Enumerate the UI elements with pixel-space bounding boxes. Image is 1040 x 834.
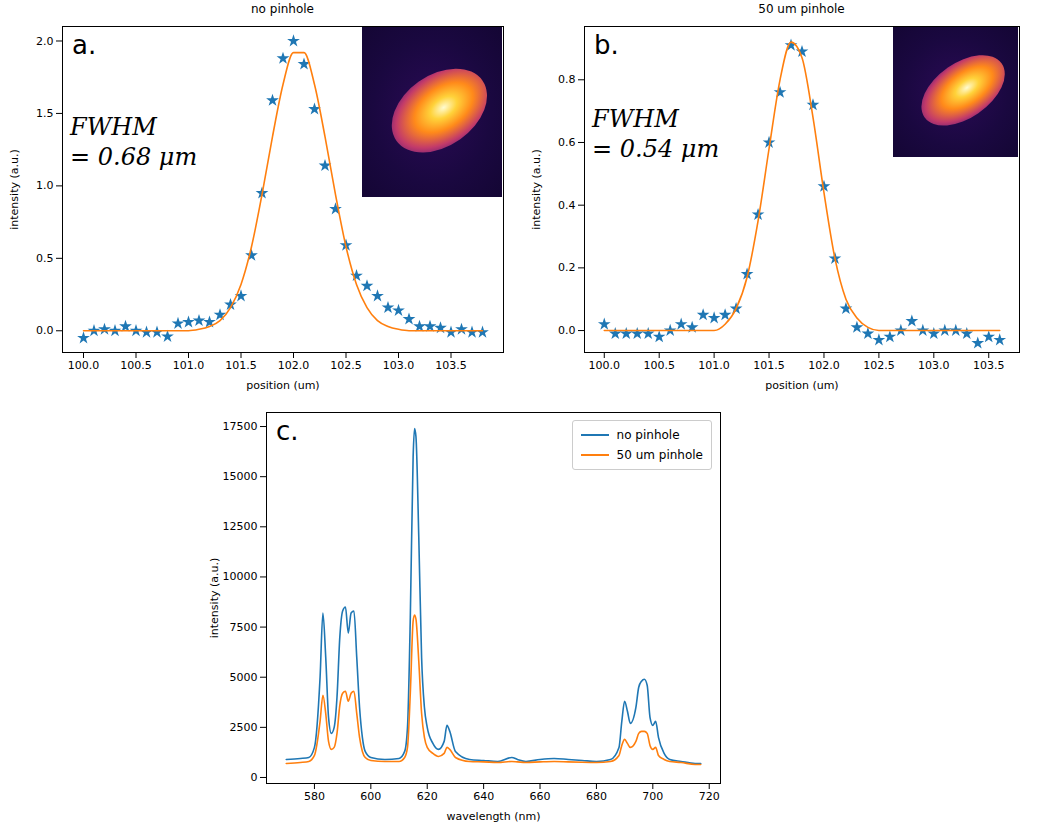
html-text:FWHM: FWHM bbox=[592, 105, 679, 133]
svg-text:700: 700 bbox=[642, 790, 663, 803]
svg-text:103.0: 103.0 bbox=[918, 359, 950, 372]
svg-text:1.0: 1.0 bbox=[36, 179, 54, 192]
html-text:no pinhole: no pinhole bbox=[251, 2, 314, 16]
html-text:50 um pinhole: 50 um pinhole bbox=[616, 448, 703, 462]
svg-text:102.5: 102.5 bbox=[330, 359, 362, 372]
svg-text:intensity (a.u.): intensity (a.u.) bbox=[208, 558, 221, 638]
html-text:= 0.54 μm: = 0.54 μm bbox=[592, 135, 720, 163]
svg-text:102.0: 102.0 bbox=[808, 359, 840, 372]
svg-text:580: 580 bbox=[304, 790, 325, 803]
svg-text:17500: 17500 bbox=[223, 420, 258, 433]
svg-text:intensity (a.u.): intensity (a.u.) bbox=[8, 149, 21, 229]
svg-text:15000: 15000 bbox=[223, 470, 258, 483]
html-text:FWHM: FWHM bbox=[70, 113, 157, 141]
svg-text:10000: 10000 bbox=[223, 570, 258, 583]
svg-text:0.0: 0.0 bbox=[558, 324, 576, 337]
html-text:no pinhole: no pinhole bbox=[616, 428, 680, 442]
svg-text:0.4: 0.4 bbox=[558, 199, 576, 212]
svg-text:100.0: 100.0 bbox=[589, 359, 621, 372]
svg-text:101.0: 101.0 bbox=[173, 359, 205, 372]
svg-text:101.5: 101.5 bbox=[225, 359, 257, 372]
svg-text:100.5: 100.5 bbox=[643, 359, 675, 372]
svg-text:1.5: 1.5 bbox=[36, 107, 54, 120]
svg-text:2.0: 2.0 bbox=[36, 35, 54, 48]
svg-text:102.0: 102.0 bbox=[278, 359, 310, 372]
svg-text:103.0: 103.0 bbox=[383, 359, 415, 372]
svg-text:680: 680 bbox=[586, 790, 607, 803]
svg-text:0.8: 0.8 bbox=[558, 73, 576, 86]
html-text:b.: b. bbox=[594, 30, 619, 60]
svg-text:100.5: 100.5 bbox=[120, 359, 152, 372]
svg-text:12500: 12500 bbox=[223, 520, 258, 533]
svg-text:0.0: 0.0 bbox=[36, 324, 54, 337]
svg-text:2500: 2500 bbox=[230, 721, 258, 734]
svg-text:0.2: 0.2 bbox=[558, 261, 576, 274]
svg-text:660: 660 bbox=[530, 790, 551, 803]
html-text:50 um pinhole: 50 um pinhole bbox=[758, 2, 845, 16]
svg-text:103.5: 103.5 bbox=[435, 359, 467, 372]
svg-text:720: 720 bbox=[699, 790, 720, 803]
svg-text:101.5: 101.5 bbox=[753, 359, 785, 372]
svg-text:620: 620 bbox=[417, 790, 438, 803]
svg-text:wavelength (nm): wavelength (nm) bbox=[447, 810, 541, 823]
svg-text:intensity (a.u.): intensity (a.u.) bbox=[530, 149, 543, 229]
svg-text:position (um): position (um) bbox=[765, 379, 838, 392]
html-text:= 0.68 μm: = 0.68 μm bbox=[70, 143, 198, 171]
svg-text:101.0: 101.0 bbox=[698, 359, 730, 372]
svg-text:5000: 5000 bbox=[230, 671, 258, 684]
html-text:c.: c. bbox=[276, 416, 299, 446]
svg-text:100.0: 100.0 bbox=[68, 359, 100, 372]
svg-text:600: 600 bbox=[360, 790, 381, 803]
svg-text:position (um): position (um) bbox=[246, 379, 319, 392]
svg-text:0.6: 0.6 bbox=[558, 136, 576, 149]
svg-text:7500: 7500 bbox=[230, 621, 258, 634]
svg-text:0.5: 0.5 bbox=[36, 252, 54, 265]
svg-text:103.5: 103.5 bbox=[973, 359, 1005, 372]
svg-text:102.5: 102.5 bbox=[863, 359, 895, 372]
html-text:a.: a. bbox=[72, 30, 97, 60]
svg-text:0: 0 bbox=[251, 771, 258, 784]
svg-text:640: 640 bbox=[473, 790, 494, 803]
